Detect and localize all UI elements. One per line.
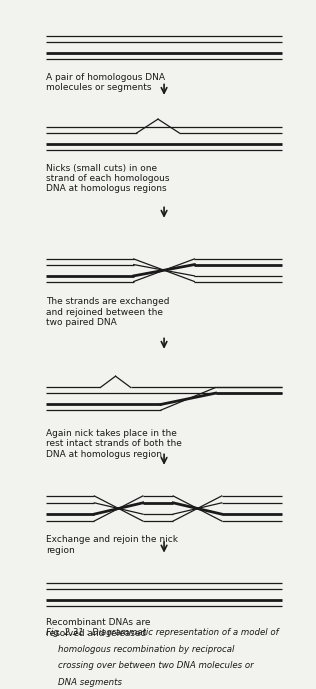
Text: A pair of homologous DNA
molecules or segments: A pair of homologous DNA molecules or se… <box>46 73 165 92</box>
Text: Exchange and rejoin the nick
region: Exchange and rejoin the nick region <box>46 535 178 555</box>
Text: Fig. 2.31 : Diagrammatic representation of a model of: Fig. 2.31 : Diagrammatic representation … <box>46 628 278 637</box>
Text: Recombinant DNAs are
resolved and released: Recombinant DNAs are resolved and releas… <box>46 618 150 637</box>
Text: Nicks (small cuts) in one
strand of each homologous
DNA at homologus regions: Nicks (small cuts) in one strand of each… <box>46 164 169 194</box>
Text: Again nick takes place in the
rest intact strands of both the
DNA at homologus r: Again nick takes place in the rest intac… <box>46 429 182 459</box>
Text: The strands are exchanged
and rejoined between the
two paired DNA: The strands are exchanged and rejoined b… <box>46 297 169 327</box>
Text: DNA segments: DNA segments <box>58 678 122 687</box>
Text: crossing over between two DNA molecules or: crossing over between two DNA molecules … <box>58 661 253 670</box>
Text: homologous recombination by reciprocal: homologous recombination by reciprocal <box>58 645 234 654</box>
